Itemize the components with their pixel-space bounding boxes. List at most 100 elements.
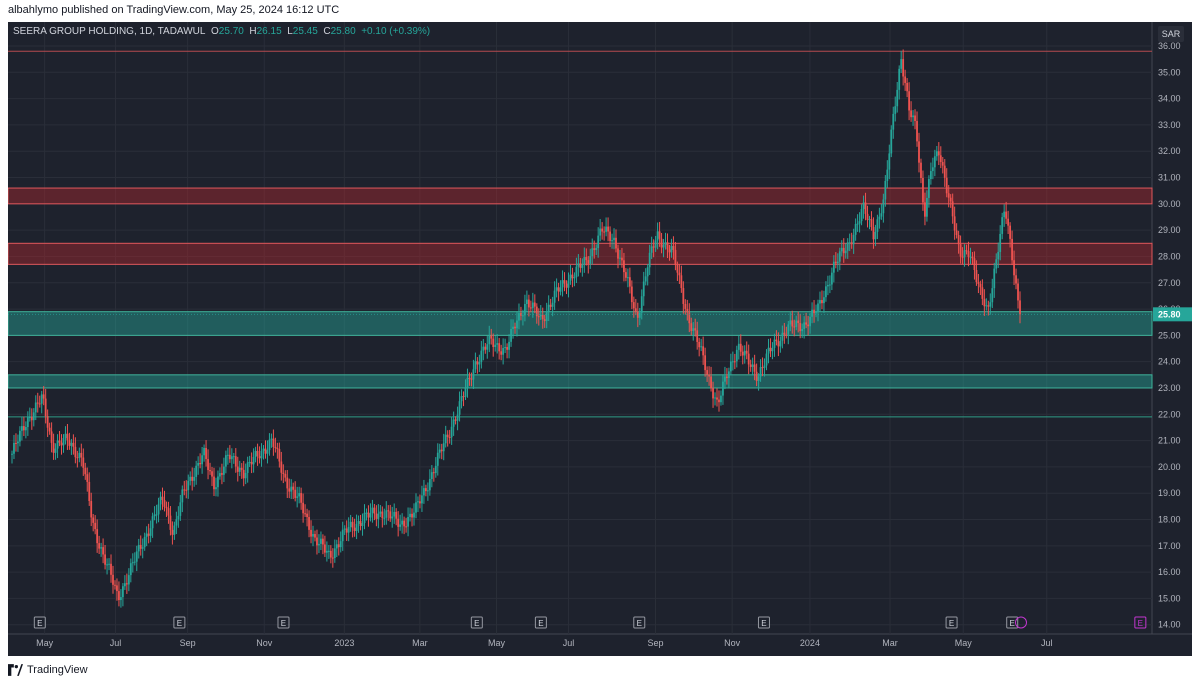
price-chart[interactable]: 14.00 15.00 16.00 17.00 18.00 19.00 20.00 21.00… <box>8 22 1192 656</box>
candle-body <box>270 438 273 440</box>
candle-body <box>179 502 182 516</box>
high-label: H <box>249 26 257 37</box>
earnings-marker-letter: E <box>281 619 286 628</box>
candle-body <box>494 344 497 348</box>
low-label: L <box>287 26 293 37</box>
candle-body <box>1019 300 1021 315</box>
candle-body <box>535 306 538 317</box>
candle-body <box>320 538 322 544</box>
candle-body <box>421 495 423 504</box>
candle-body <box>28 417 31 419</box>
candle-body <box>834 261 837 264</box>
candle-body <box>573 277 576 279</box>
x-tick-label: Sep <box>180 638 196 648</box>
candle-body <box>749 364 752 367</box>
candle-body <box>567 280 570 288</box>
candle-body <box>240 467 243 470</box>
candle-body <box>547 304 550 312</box>
candle-body <box>743 350 746 356</box>
candle-body <box>595 248 598 251</box>
candle-body <box>236 466 239 472</box>
open-label: O <box>211 26 219 37</box>
candle-body <box>765 353 768 366</box>
candle-body <box>973 258 976 270</box>
candle-body <box>224 455 227 467</box>
earnings-marker-letter: E <box>177 619 182 628</box>
earnings-marker-icon <box>534 616 547 629</box>
earnings-marker-letter: E <box>949 619 954 628</box>
earnings-marker-icon <box>173 616 186 629</box>
x-tick-label: May <box>955 638 973 648</box>
candle-body <box>428 478 431 491</box>
candle-body <box>355 523 358 532</box>
candle-body <box>1003 211 1006 218</box>
candle-body <box>937 151 940 156</box>
candle-body <box>611 240 613 242</box>
support-zone <box>8 374 1153 389</box>
candle-body <box>359 521 362 527</box>
candle-body <box>634 308 637 312</box>
candle-body <box>145 533 148 537</box>
candle-body <box>1005 211 1008 219</box>
candle-body <box>916 121 918 142</box>
candle-body <box>383 517 386 519</box>
candle-body <box>424 488 427 492</box>
candle-body <box>452 419 455 427</box>
candle-body <box>409 513 411 518</box>
last-price-tag <box>1153 307 1192 322</box>
candle-body <box>931 167 934 172</box>
candle-body <box>304 513 306 515</box>
candle-body <box>601 228 604 232</box>
candle-body <box>710 376 712 389</box>
candle-body <box>785 334 788 336</box>
candle-body <box>702 346 705 356</box>
candle-body <box>670 245 673 253</box>
currency-badge[interactable]: SAR <box>1158 26 1184 42</box>
candle-body <box>488 335 491 345</box>
candle-body <box>260 450 263 459</box>
y-tick-label: 22.00 <box>1158 409 1181 419</box>
candle-body <box>316 537 318 546</box>
candle-body <box>912 115 914 118</box>
candle-body <box>720 395 722 403</box>
candle-body <box>399 524 402 527</box>
candle-body <box>825 286 827 298</box>
candle-body <box>401 520 404 525</box>
candle-body <box>714 397 716 399</box>
x-tick-label: Sep <box>647 638 663 648</box>
candle-body <box>325 550 328 553</box>
candle-body <box>924 202 926 217</box>
resistance-zone <box>8 187 1153 205</box>
candle-body <box>221 473 223 475</box>
candle-body <box>114 584 116 586</box>
candle-body <box>56 440 59 449</box>
candle-body <box>19 430 21 442</box>
candle-body <box>314 534 316 538</box>
open-value: 25.70 <box>218 26 244 37</box>
candle-body <box>638 312 641 318</box>
candle-body <box>648 252 651 268</box>
candle-body <box>868 219 871 221</box>
chart-frame[interactable]: SEERA GROUP HOLDING, 1D, TADAWUL O25.70 … <box>8 22 1192 656</box>
candle-body <box>733 361 736 363</box>
candle-body <box>688 312 691 324</box>
candle-body <box>617 248 619 259</box>
candle-body <box>684 303 687 309</box>
candle-body <box>189 476 192 481</box>
candle-body <box>74 446 77 458</box>
candle-body <box>997 251 1000 260</box>
candle-body <box>642 281 645 297</box>
candle-body <box>345 528 348 533</box>
candle-body <box>17 441 19 444</box>
candle-body <box>141 547 144 549</box>
candle-body <box>308 517 310 530</box>
candle-body <box>918 141 920 163</box>
candle-body <box>623 260 625 273</box>
candle-body <box>282 472 285 474</box>
candle-body <box>739 343 742 352</box>
candle-body <box>72 442 75 447</box>
footer: TradingView <box>8 661 88 679</box>
candle-body <box>322 538 324 545</box>
candle-body <box>215 487 217 490</box>
candle-body <box>830 272 833 285</box>
